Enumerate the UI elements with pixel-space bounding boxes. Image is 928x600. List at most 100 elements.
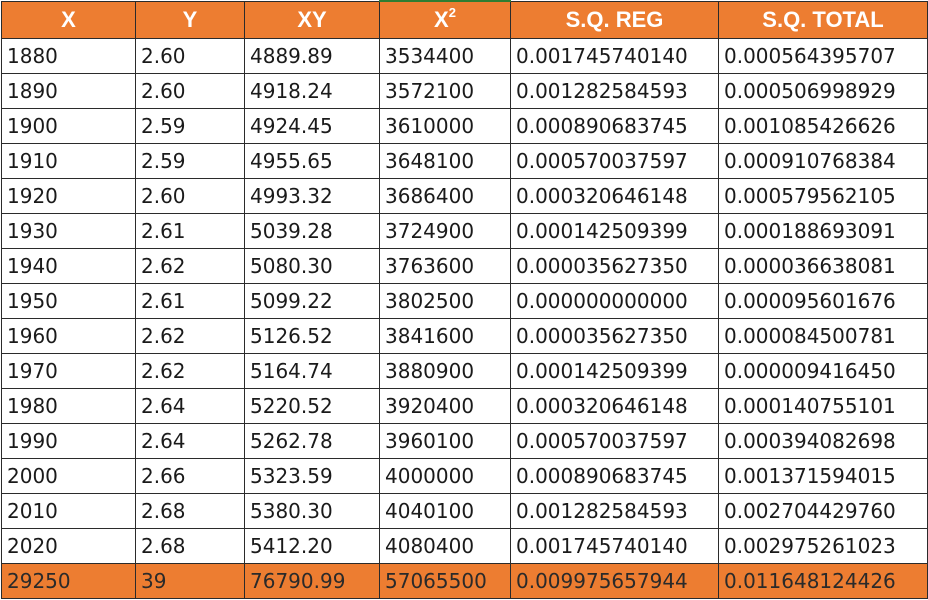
cell-sq-total[interactable]: 0.000095601676 <box>718 283 928 319</box>
total-cell-x[interactable]: 29250 <box>1 563 136 599</box>
cell-xy[interactable]: 5412.20 <box>244 528 380 564</box>
cell-xy[interactable]: 4918.24 <box>244 73 380 109</box>
header-x-squared[interactable]: X2 <box>379 0 511 39</box>
cell-x[interactable]: 1970 <box>1 353 136 389</box>
cell-sq-reg[interactable]: 0.000142509399 <box>510 353 719 389</box>
cell-sq-reg[interactable]: 0.001282584593 <box>510 493 719 529</box>
cell-sq-reg[interactable]: 0.001282584593 <box>510 73 719 109</box>
cell-sq-total[interactable]: 0.000394082698 <box>718 423 928 459</box>
cell-y[interactable]: 2.60 <box>135 178 245 214</box>
cell-x[interactable]: 1940 <box>1 248 136 284</box>
total-cell-sq-total[interactable]: 0.011648124426 <box>718 563 928 599</box>
cell-x-squared[interactable]: 3610000 <box>379 108 511 144</box>
cell-sq-total[interactable]: 0.000188693091 <box>718 213 928 249</box>
cell-x-squared[interactable]: 3802500 <box>379 283 511 319</box>
cell-sq-total[interactable]: 0.000564395707 <box>718 38 928 74</box>
cell-y[interactable]: 2.59 <box>135 143 245 179</box>
cell-x[interactable]: 1990 <box>1 423 136 459</box>
cell-y[interactable]: 2.60 <box>135 38 245 74</box>
cell-x[interactable]: 2020 <box>1 528 136 564</box>
cell-x[interactable]: 1950 <box>1 283 136 319</box>
cell-y[interactable]: 2.61 <box>135 213 245 249</box>
total-cell-sq-reg[interactable]: 0.009975657944 <box>510 563 719 599</box>
cell-sq-total[interactable]: 0.000910768384 <box>718 143 928 179</box>
cell-xy[interactable]: 5323.59 <box>244 458 380 494</box>
cell-y[interactable]: 2.68 <box>135 493 245 529</box>
cell-xy[interactable]: 5126.52 <box>244 318 380 354</box>
cell-x-squared[interactable]: 3572100 <box>379 73 511 109</box>
cell-xy[interactable]: 5262.78 <box>244 423 380 459</box>
cell-xy[interactable]: 4924.45 <box>244 108 380 144</box>
cell-y[interactable]: 2.64 <box>135 388 245 424</box>
cell-sq-reg[interactable]: 0.000890683745 <box>510 458 719 494</box>
cell-sq-reg[interactable]: 0.000570037597 <box>510 143 719 179</box>
cell-sq-reg[interactable]: 0.001745740140 <box>510 38 719 74</box>
cell-sq-total[interactable]: 0.000084500781 <box>718 318 928 354</box>
header-x[interactable]: X <box>1 0 136 39</box>
cell-sq-total[interactable]: 0.000036638081 <box>718 248 928 284</box>
total-cell-y[interactable]: 39 <box>135 563 245 599</box>
cell-sq-total[interactable]: 0.000579562105 <box>718 178 928 214</box>
header-xy[interactable]: XY <box>244 0 380 39</box>
cell-x-squared[interactable]: 3763600 <box>379 248 511 284</box>
cell-sq-total[interactable]: 0.002704429760 <box>718 493 928 529</box>
cell-sq-total[interactable]: 0.000140755101 <box>718 388 928 424</box>
cell-x-squared[interactable]: 3880900 <box>379 353 511 389</box>
cell-sq-total[interactable]: 0.001371594015 <box>718 458 928 494</box>
cell-xy[interactable]: 5164.74 <box>244 353 380 389</box>
cell-sq-reg[interactable]: 0.000890683745 <box>510 108 719 144</box>
cell-sq-total[interactable]: 0.001085426626 <box>718 108 928 144</box>
cell-x-squared[interactable]: 4080400 <box>379 528 511 564</box>
cell-y[interactable]: 2.62 <box>135 318 245 354</box>
cell-sq-reg[interactable]: 0.000000000000 <box>510 283 719 319</box>
cell-y[interactable]: 2.64 <box>135 423 245 459</box>
cell-y[interactable]: 2.59 <box>135 108 245 144</box>
cell-sq-reg[interactable]: 0.000320646148 <box>510 178 719 214</box>
cell-xy[interactable]: 5080.30 <box>244 248 380 284</box>
cell-xy[interactable]: 4955.65 <box>244 143 380 179</box>
cell-x[interactable]: 1920 <box>1 178 136 214</box>
cell-y[interactable]: 2.61 <box>135 283 245 319</box>
cell-x[interactable]: 1890 <box>1 73 136 109</box>
cell-xy[interactable]: 5039.28 <box>244 213 380 249</box>
cell-xy[interactable]: 5099.22 <box>244 283 380 319</box>
cell-x-squared[interactable]: 3841600 <box>379 318 511 354</box>
cell-x-squared[interactable]: 3686400 <box>379 178 511 214</box>
cell-x-squared[interactable]: 4000000 <box>379 458 511 494</box>
cell-sq-reg[interactable]: 0.001745740140 <box>510 528 719 564</box>
cell-x[interactable]: 1910 <box>1 143 136 179</box>
cell-y[interactable]: 2.68 <box>135 528 245 564</box>
cell-sq-total[interactable]: 0.002975261023 <box>718 528 928 564</box>
cell-x[interactable]: 1980 <box>1 388 136 424</box>
cell-x[interactable]: 1960 <box>1 318 136 354</box>
cell-xy[interactable]: 5220.52 <box>244 388 380 424</box>
cell-sq-reg[interactable]: 0.000570037597 <box>510 423 719 459</box>
cell-x[interactable]: 1880 <box>1 38 136 74</box>
cell-xy[interactable]: 4993.32 <box>244 178 380 214</box>
cell-x-squared[interactable]: 4040100 <box>379 493 511 529</box>
total-cell-x-squared[interactable]: 57065500 <box>379 563 511 599</box>
cell-sq-total[interactable]: 0.000506998929 <box>718 73 928 109</box>
cell-sq-reg[interactable]: 0.000320646148 <box>510 388 719 424</box>
cell-x-squared[interactable]: 3920400 <box>379 388 511 424</box>
header-y[interactable]: Y <box>135 0 245 39</box>
cell-sq-total[interactable]: 0.000009416450 <box>718 353 928 389</box>
cell-sq-reg[interactable]: 0.000035627350 <box>510 318 719 354</box>
cell-x-squared[interactable]: 3648100 <box>379 143 511 179</box>
cell-x-squared[interactable]: 3724900 <box>379 213 511 249</box>
cell-x[interactable]: 1930 <box>1 213 136 249</box>
cell-xy[interactable]: 4889.89 <box>244 38 380 74</box>
header-sq-total[interactable]: S.Q. TOTAL <box>718 0 928 39</box>
cell-y[interactable]: 2.62 <box>135 353 245 389</box>
cell-y[interactable]: 2.62 <box>135 248 245 284</box>
cell-x[interactable]: 2000 <box>1 458 136 494</box>
cell-sq-reg[interactable]: 0.000142509399 <box>510 213 719 249</box>
cell-x[interactable]: 1900 <box>1 108 136 144</box>
cell-y[interactable]: 2.66 <box>135 458 245 494</box>
total-cell-xy[interactable]: 76790.99 <box>244 563 380 599</box>
cell-sq-reg[interactable]: 0.000035627350 <box>510 248 719 284</box>
cell-x-squared[interactable]: 3960100 <box>379 423 511 459</box>
cell-x[interactable]: 2010 <box>1 493 136 529</box>
header-sq-reg[interactable]: S.Q. REG <box>510 0 719 39</box>
cell-x-squared[interactable]: 3534400 <box>379 38 511 74</box>
